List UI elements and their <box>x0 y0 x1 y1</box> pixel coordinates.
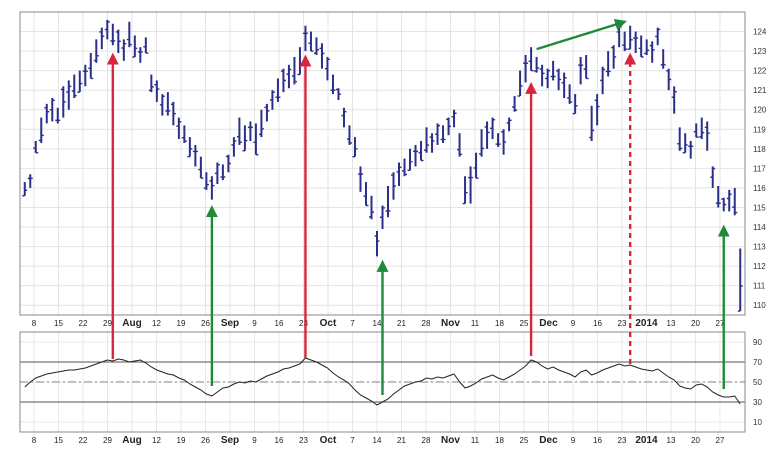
price-x-tick-label: 13 <box>667 319 676 328</box>
price-x-tick-label: 26 <box>201 319 210 328</box>
indicator-x-tick-label: 8 <box>32 436 37 445</box>
indicator-y-tick-label: 70 <box>753 358 762 367</box>
price-x-tick-label: 9 <box>252 319 257 328</box>
price-y-tick-label: 121 <box>753 86 767 95</box>
price-x-tick-label: 20 <box>691 319 700 328</box>
price-x-tick-label: 22 <box>79 319 88 328</box>
price-x-tick-label: 25 <box>520 319 529 328</box>
price-x-tick-label: Oct <box>320 318 337 329</box>
price-x-tick-label: 28 <box>422 319 431 328</box>
annotation-arrow <box>536 18 627 51</box>
price-x-tick-label: 8 <box>32 319 37 328</box>
indicator-x-tick-label: 13 <box>667 436 676 445</box>
indicator-x-tick-label: 11 <box>471 436 480 445</box>
price-y-tick-label: 124 <box>753 28 767 37</box>
indicator-x-tick-label: 25 <box>520 436 529 445</box>
price-x-tick-label: 11 <box>471 319 480 328</box>
indicator-x-tick-label: Oct <box>320 435 337 446</box>
price-y-tick-label: 113 <box>753 243 766 252</box>
price-y-tick-label: 122 <box>753 67 767 76</box>
indicator-x-tick-label: 12 <box>152 436 161 445</box>
indicator-x-tick-label: Nov <box>441 435 460 446</box>
price-x-tick-label: 21 <box>397 319 406 328</box>
price-x-tick-label: 23 <box>299 319 308 328</box>
indicator-y-tick-label: 10 <box>753 418 762 427</box>
indicator-x-tick-label: 27 <box>716 436 725 445</box>
price-y-tick-label: 119 <box>753 125 766 134</box>
price-x-tick-label: 15 <box>54 319 63 328</box>
price-x-tick-label: 12 <box>152 319 161 328</box>
price-x-tick-label: 16 <box>275 319 284 328</box>
indicator-x-tick-label: 28 <box>422 436 431 445</box>
indicator-x-tick-label: 23 <box>299 436 308 445</box>
price-x-tick-label: 27 <box>716 319 725 328</box>
price-y-tick-label: 123 <box>753 47 767 56</box>
indicator-x-tick-label: 16 <box>275 436 284 445</box>
indicator-x-tick-label: 23 <box>618 436 627 445</box>
price-x-tick-label: 18 <box>495 319 504 328</box>
price-x-tick-label: 16 <box>593 319 602 328</box>
price-x-tick-label: 14 <box>373 319 382 328</box>
indicator-x-tick-label: Dec <box>539 435 558 446</box>
indicator-x-tick-label: 21 <box>397 436 406 445</box>
indicator-x-tick-label: 7 <box>350 436 355 445</box>
price-y-tick-label: 120 <box>753 106 767 115</box>
indicator-x-tick-label: Aug <box>122 435 141 446</box>
indicator-y-tick-label: 50 <box>753 378 762 387</box>
indicator-line <box>24 357 741 406</box>
indicator-x-tick-label: 19 <box>177 436 186 445</box>
indicator-x-tick-label: 9 <box>252 436 257 445</box>
price-x-tick-label: 29 <box>103 319 112 328</box>
indicator-x-tick-label: 29 <box>103 436 112 445</box>
price-x-tick-label: 23 <box>618 319 627 328</box>
price-y-tick-label: 115 <box>753 203 766 212</box>
price-x-tick-label: 9 <box>571 319 576 328</box>
indicator-x-tick-label: 15 <box>54 436 63 445</box>
price-y-tick-label: 110 <box>753 301 766 310</box>
price-x-tick-label: Aug <box>122 318 141 329</box>
indicator-y-tick-label: 30 <box>753 398 762 407</box>
price-x-tick-label: Dec <box>539 318 558 329</box>
price-y-tick-label: 112 <box>753 262 766 271</box>
price-y-tick-label: 116 <box>753 184 766 193</box>
indicator-x-tick-label: 22 <box>79 436 88 445</box>
price-x-tick-label: 7 <box>350 319 355 328</box>
price-x-tick-label: Nov <box>441 318 460 329</box>
price-y-tick-label: 114 <box>753 223 766 232</box>
price-y-tick-label: 111 <box>753 282 766 291</box>
indicator-x-tick-label: Sep <box>221 435 239 446</box>
price-x-tick-label: 19 <box>177 319 186 328</box>
indicator-x-tick-label: 18 <box>495 436 504 445</box>
indicator-x-tick-label: 2014 <box>635 435 658 446</box>
price-y-tick-label: 118 <box>753 145 766 154</box>
indicator-x-tick-label: 26 <box>201 436 210 445</box>
price-y-tick-label: 117 <box>753 164 766 173</box>
indicator-x-tick-label: 9 <box>571 436 576 445</box>
indicator-y-tick-label: 90 <box>753 338 762 347</box>
indicator-x-tick-label: 14 <box>373 436 382 445</box>
indicator-x-tick-label: 16 <box>593 436 602 445</box>
price-x-tick-label: Sep <box>221 318 239 329</box>
price-x-tick-label: 2014 <box>635 318 658 329</box>
indicator-x-tick-label: 20 <box>691 436 700 445</box>
